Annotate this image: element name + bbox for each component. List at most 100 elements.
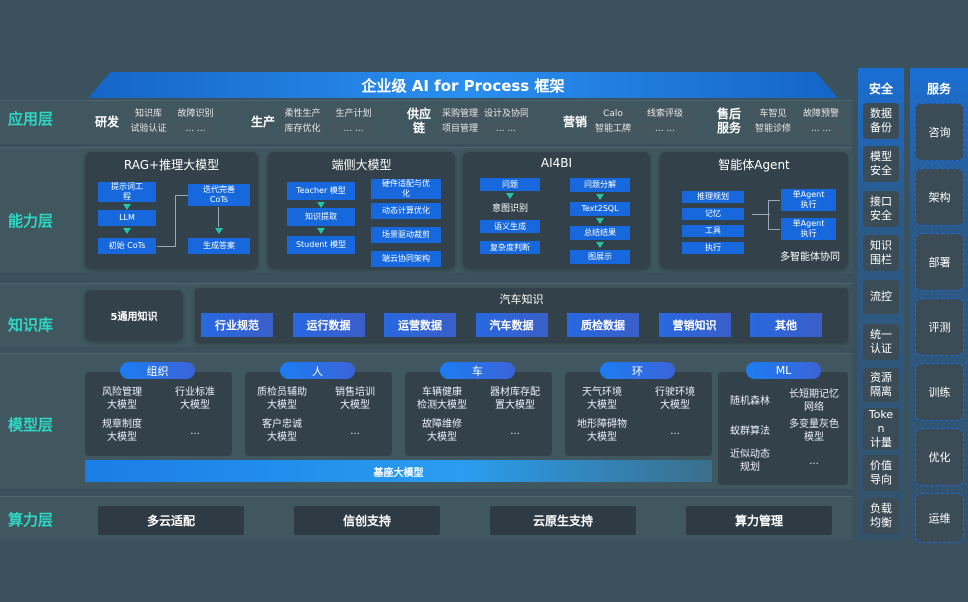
flow-node[interactable]: 动态计算优化 bbox=[371, 203, 441, 219]
service-item[interactable]: 咨询 bbox=[915, 103, 964, 161]
security-item[interactable]: 资源 隔离 bbox=[863, 368, 899, 402]
flow-node[interactable]: 执行 bbox=[682, 242, 744, 254]
compute-item[interactable]: 算力管理 bbox=[686, 506, 832, 535]
flow-node[interactable]: 硬件适配与优 化 bbox=[371, 179, 441, 199]
flow-node[interactable]: 提示词工 程 bbox=[98, 182, 156, 202]
security-item[interactable]: 统一 认证 bbox=[863, 324, 899, 360]
security-item[interactable]: 价值 导向 bbox=[863, 455, 899, 491]
flow-node[interactable]: LLM bbox=[98, 210, 156, 226]
compute-item[interactable]: 云原生支持 bbox=[490, 506, 636, 535]
service-item[interactable]: 训练 bbox=[915, 363, 964, 421]
model-item[interactable]: 质检员辅助 大模型 bbox=[257, 387, 307, 411]
model-item[interactable]: 天气环境 大模型 bbox=[582, 387, 622, 411]
app-item[interactable]: 知识库 bbox=[128, 108, 169, 121]
flow-node[interactable]: 知识提取 bbox=[287, 208, 355, 226]
knowledge-item[interactable]: 质检数据 bbox=[567, 313, 639, 337]
compute-item[interactable]: 信创支持 bbox=[294, 506, 440, 535]
flow-node[interactable]: 生成答案 bbox=[188, 238, 250, 254]
app-item[interactable]: ... ... bbox=[640, 123, 690, 136]
app-item[interactable]: 故障识别 bbox=[173, 108, 218, 121]
model-item[interactable]: 故障维修 大模型 bbox=[422, 419, 462, 443]
flow-node[interactable]: 问题分解 bbox=[570, 178, 630, 192]
flow-node[interactable]: Text2SQL bbox=[570, 202, 630, 216]
app-item[interactable]: 库存优化 bbox=[280, 123, 325, 136]
flow-node[interactable]: 单Agent 执行 bbox=[781, 189, 836, 211]
model-item[interactable]: 长短期记忆 网络 bbox=[789, 389, 839, 413]
app-item[interactable]: ... ... bbox=[484, 123, 528, 136]
flow-node[interactable]: 图展示 bbox=[570, 250, 630, 264]
flow-node[interactable]: 总结结果 bbox=[570, 226, 630, 240]
model-item[interactable]: ... bbox=[190, 426, 200, 437]
model-item[interactable]: ... bbox=[809, 456, 819, 467]
model-item[interactable]: 风险管理 大模型 bbox=[102, 387, 142, 411]
model-item[interactable]: 行业标准 大模型 bbox=[175, 387, 215, 411]
model-item[interactable]: ... bbox=[350, 426, 360, 437]
arrow-down-icon bbox=[596, 194, 604, 200]
flow-node[interactable]: 工具 bbox=[682, 225, 744, 237]
app-item[interactable]: 故障预警 bbox=[798, 108, 844, 121]
model-item[interactable]: 蚁群算法 bbox=[730, 426, 770, 437]
app-item[interactable]: 生产计划 bbox=[329, 108, 378, 121]
flow-node[interactable]: 端云协同架构 bbox=[371, 251, 441, 267]
flow-node[interactable]: 迭代完善 CoTs bbox=[188, 184, 250, 206]
security-item[interactable]: 流控 bbox=[863, 280, 899, 314]
model-item[interactable]: ... bbox=[670, 426, 680, 437]
flow-node[interactable]: Teacher 模型 bbox=[287, 182, 355, 200]
service-item[interactable]: 运维 bbox=[915, 493, 964, 543]
app-item[interactable]: Calo bbox=[590, 108, 636, 121]
flow-node[interactable]: 语义生成 bbox=[480, 220, 540, 233]
app-item[interactable]: 智能诊修 bbox=[752, 123, 794, 136]
app-item[interactable]: ... ... bbox=[173, 123, 218, 136]
app-item[interactable]: ... ... bbox=[798, 123, 844, 136]
model-group-pill: 车 bbox=[440, 362, 515, 379]
model-item[interactable]: 随机森林 bbox=[730, 396, 770, 407]
service-item[interactable]: 评测 bbox=[915, 298, 964, 356]
model-item[interactable]: 多变量灰色 模型 bbox=[789, 419, 839, 443]
arrow-down-icon bbox=[317, 202, 325, 208]
app-group-name: 研发 bbox=[94, 115, 119, 129]
model-item[interactable]: 客户忠诚 大模型 bbox=[262, 419, 302, 443]
service-item[interactable]: 优化 bbox=[915, 428, 964, 486]
knowledge-item[interactable]: 汽车数据 bbox=[475, 313, 548, 337]
arrow-down-icon bbox=[123, 204, 131, 210]
app-item[interactable]: 智能工牌 bbox=[590, 123, 636, 136]
app-item[interactable]: 试验认证 bbox=[128, 123, 169, 136]
model-item[interactable]: ... bbox=[510, 426, 520, 437]
service-item[interactable]: 部署 bbox=[915, 233, 964, 291]
knowledge-item[interactable]: 其他 bbox=[750, 313, 822, 337]
app-item[interactable]: ... ... bbox=[329, 123, 378, 136]
service-item[interactable]: 架构 bbox=[915, 168, 964, 226]
flow-node[interactable]: 推理规划 bbox=[682, 191, 744, 203]
flow-node[interactable]: 场景驱动裁剪 bbox=[371, 227, 441, 243]
app-item[interactable]: 项目管理 bbox=[440, 123, 480, 136]
flow-node[interactable]: 复杂度判断 bbox=[480, 241, 540, 254]
security-item[interactable]: 模型 安全 bbox=[863, 146, 899, 182]
security-item[interactable]: 负载 均衡 bbox=[863, 498, 899, 534]
model-item[interactable]: 行驶环境 大模型 bbox=[655, 387, 695, 411]
model-item[interactable]: 地形障碍物 大模型 bbox=[577, 419, 627, 443]
model-item[interactable]: 车辆健康 检测大模型 bbox=[417, 387, 467, 411]
flow-node[interactable]: 单Agent 执行 bbox=[781, 218, 836, 240]
model-item[interactable]: 销售培训 大模型 bbox=[335, 387, 375, 411]
knowledge-item[interactable]: 运营数据 bbox=[384, 313, 456, 337]
flow-node[interactable]: 记忆 bbox=[682, 208, 744, 220]
security-item[interactable]: Toke n 计量 bbox=[863, 408, 899, 450]
knowledge-item[interactable]: 行业规范 bbox=[201, 313, 273, 337]
app-item[interactable]: 线索评级 bbox=[640, 108, 690, 121]
app-item[interactable]: 采购管理 bbox=[440, 108, 480, 121]
compute-item[interactable]: 多云适配 bbox=[98, 506, 244, 535]
model-item[interactable]: 近似动态 规划 bbox=[730, 449, 770, 473]
knowledge-item[interactable]: 运行数据 bbox=[292, 313, 365, 337]
model-item[interactable]: 器材库存配 置大模型 bbox=[490, 387, 540, 411]
flow-node[interactable]: Student 模型 bbox=[287, 236, 355, 254]
knowledge-item[interactable]: 营销知识 bbox=[658, 313, 731, 337]
app-item[interactable]: 设计及协同 bbox=[484, 108, 528, 121]
app-item[interactable]: 柔性生产 bbox=[280, 108, 325, 121]
security-item[interactable]: 数据 备份 bbox=[863, 103, 899, 139]
model-item[interactable]: 规章制度 大模型 bbox=[102, 419, 142, 443]
security-item[interactable]: 知识 围栏 bbox=[863, 235, 899, 271]
flow-node[interactable]: 问题 bbox=[480, 178, 540, 191]
app-item[interactable]: 车智见 bbox=[752, 108, 794, 121]
security-item[interactable]: 接口 安全 bbox=[863, 191, 899, 227]
flow-node[interactable]: 初始 CoTs bbox=[98, 238, 156, 254]
